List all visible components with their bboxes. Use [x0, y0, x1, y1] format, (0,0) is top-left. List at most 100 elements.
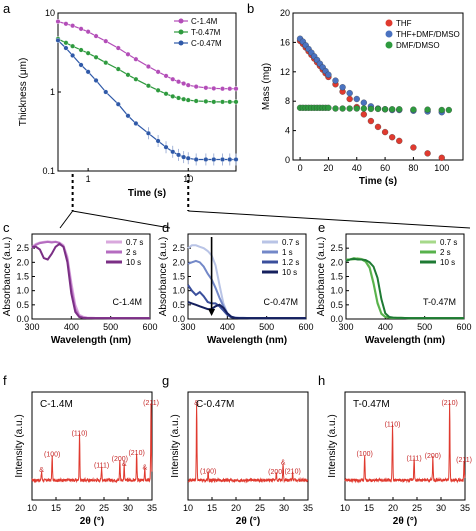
y-tick-label: 2.5 [330, 243, 343, 253]
data-point [70, 43, 76, 49]
data-point [63, 21, 69, 27]
x-tick-label: 600 [298, 322, 313, 332]
y-tick-label: 4 [285, 126, 290, 136]
xrd-pattern [187, 404, 309, 484]
data-point [438, 106, 445, 114]
x-axis-label: Time (s) [128, 188, 166, 199]
x-axis-label: 2θ (°) [393, 516, 417, 527]
peak-label: (210) [441, 400, 457, 407]
legend-label: C-0.47M [191, 39, 222, 48]
legend-label: 1 s [282, 248, 293, 257]
x-tick-label: 400 [64, 322, 79, 332]
peak-label: (100) [44, 452, 60, 459]
guide-line [59, 210, 74, 229]
y-axis-label: Intensity (a.u.) [327, 414, 338, 477]
peak-label: (211) [456, 457, 472, 464]
y-tick-label: 2.5 [172, 243, 185, 253]
x-tick-label: 30 [436, 503, 446, 513]
x-tick-label: 30 [123, 503, 133, 513]
data-point [103, 38, 109, 44]
x-tick-label: 25 [412, 503, 422, 513]
series-line [57, 38, 236, 103]
data-point [93, 33, 99, 39]
data-point [145, 130, 151, 136]
x-tick-label: 10 [183, 174, 193, 184]
sample-label: C-0.47M [263, 297, 298, 307]
data-point [227, 156, 233, 162]
x-tick-label: 600 [142, 322, 157, 332]
x-tick-label: 0 [298, 163, 303, 173]
legend-label: 0.7 s [282, 238, 299, 247]
data-point [438, 154, 445, 161]
legend-label: 10 s [282, 268, 297, 277]
data-point [220, 86, 226, 92]
y-tick-label: 1.5 [330, 272, 343, 282]
panel-letter: h [318, 373, 325, 388]
data-point [125, 113, 131, 119]
data-point [78, 47, 84, 53]
data-point [78, 26, 84, 32]
data-point [85, 69, 91, 75]
x-tick-label: 35 [303, 503, 313, 513]
legend-label: DMF/DMSO [396, 41, 440, 50]
x-tick-label: 500 [259, 322, 274, 332]
data-point [185, 97, 191, 103]
x-tick-label: 500 [417, 322, 432, 332]
data-point [185, 82, 191, 88]
data-point [181, 81, 187, 87]
x-tick-label: 300 [180, 322, 195, 332]
plot-frame [292, 12, 464, 161]
y-tick-label: 2.5 [16, 243, 29, 253]
x-tick-label: 300 [338, 322, 353, 332]
data-point [163, 73, 169, 79]
y-tick-label: 0.5 [172, 300, 185, 310]
y-tick-label: 0.5 [16, 300, 29, 310]
data-point [360, 105, 367, 112]
x-tick-label: 60 [380, 163, 390, 173]
peak-label: (200) [112, 456, 128, 463]
panel-letter: e [318, 220, 325, 235]
data-point [181, 96, 187, 102]
data-point [410, 144, 417, 151]
x-tick-label: 400 [220, 322, 235, 332]
legend-label: 1.2 s [282, 258, 299, 267]
data-point [176, 79, 182, 85]
data-point [115, 45, 121, 51]
data-point [155, 138, 161, 144]
x-tick-label: 300 [24, 322, 39, 332]
y-tick-label: 0.5 [330, 300, 343, 310]
panel-b: 0 20 40 60 80 100 0 4 8 12 16 20 Time (s) Mass (mg) TH… [261, 8, 464, 187]
legend-label: C-1.4M [191, 17, 218, 26]
data-point [170, 93, 176, 99]
y-axis-label: Absorbance (a.u.) [316, 237, 327, 317]
legend-marker [178, 18, 184, 24]
data-point [203, 98, 209, 104]
data-point [115, 66, 121, 72]
y-tick-label: 1.5 [16, 272, 29, 282]
x-tick-label: 80 [408, 163, 418, 173]
data-point [424, 150, 431, 157]
plot-frame [344, 391, 466, 501]
x-tick-label: 400 [378, 322, 393, 332]
data-point [233, 156, 239, 162]
data-point [185, 155, 191, 161]
peak-label: (210) [284, 468, 300, 475]
y-axis-label: Mass (mg) [261, 63, 272, 110]
x-tick-label: 20 [231, 503, 241, 513]
legend-label: 2 s [126, 248, 137, 257]
x-tick-label: 1 [86, 174, 91, 184]
data-point [211, 85, 217, 91]
data-point [346, 95, 353, 103]
y-tick-label: 20 [280, 8, 290, 18]
y-axis-label: Intensity (a.u.) [170, 414, 181, 477]
data-point [133, 56, 139, 62]
legend-marker [385, 41, 393, 49]
x-tick-label: 15 [51, 503, 61, 513]
data-point [389, 134, 396, 141]
data-point [339, 84, 346, 91]
panel-h: 10 15 20 25 30 35 2θ (°) Intensity (a.u.) (100) (… [327, 391, 472, 527]
panel-letter: c [3, 220, 10, 235]
panel-f: 10 15 20 25 30 35 2θ (°) Intensity (a.u.) & (100)… [14, 391, 159, 527]
x-tick-label: 20 [323, 163, 333, 173]
peak-label: (111) [94, 462, 109, 469]
